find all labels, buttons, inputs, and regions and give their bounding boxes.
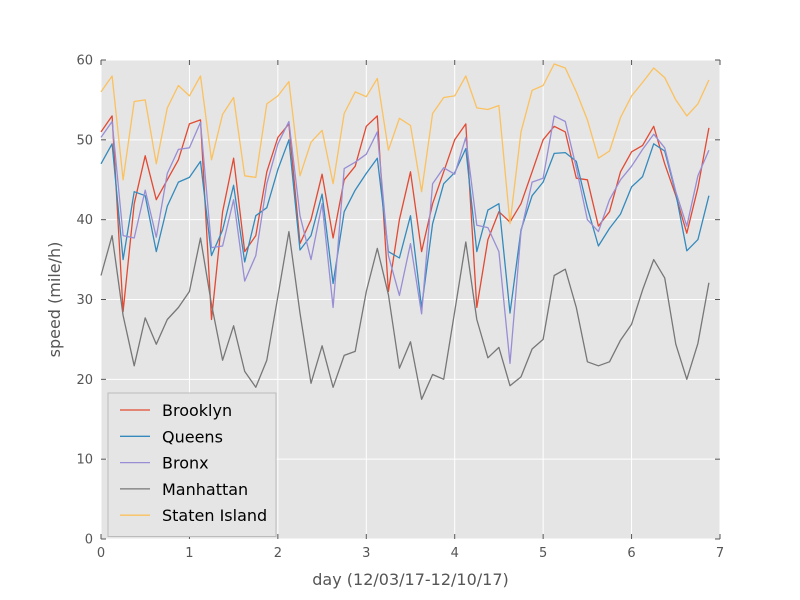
x-tick-label: 1 — [185, 546, 193, 561]
legend-entry: Manhattan — [162, 480, 248, 499]
series-line-manhattan — [100, 230, 710, 400]
x-tick-label: 3 — [362, 546, 370, 561]
series-lines — [100, 63, 710, 400]
x-tick-label: 5 — [539, 546, 547, 561]
y-axis-label: speed (mile/h) — [45, 242, 64, 358]
y-tick-label: 50 — [76, 133, 93, 148]
x-tick-label: 4 — [451, 546, 459, 561]
legend: Brooklyn Queens Bronx Manhattan Staten Islan… — [107, 392, 277, 537]
y-tick-label: 60 — [76, 54, 93, 69]
legend-entry: Queens — [162, 427, 223, 446]
x-tick-label: 2 — [274, 546, 282, 561]
y-tick-label: 20 — [76, 373, 93, 388]
y-tick-label: 10 — [76, 453, 93, 468]
axes: 0 1 2 3 4 5 6 7 0 10 20 30 40 50 60 — [76, 54, 724, 562]
series-line-brooklyn — [100, 115, 710, 321]
y-tick-label: 30 — [76, 293, 93, 308]
y-tick-label: 0 — [85, 533, 93, 548]
y-tick-label: 40 — [76, 213, 93, 228]
legend-entry: Staten Island — [162, 506, 267, 525]
legend-box — [107, 392, 277, 537]
x-tick-label: 6 — [627, 546, 635, 561]
x-tick-label: 7 — [716, 546, 724, 561]
x-tick-label: 0 — [97, 546, 105, 561]
series-line-bronx — [100, 115, 710, 365]
legend-entry: Brooklyn — [162, 401, 232, 420]
series-line-queens — [100, 139, 710, 314]
series-line-staten-island — [100, 63, 710, 225]
legend-entry: Bronx — [162, 454, 209, 473]
x-axis-label: day (12/03/17-12/10/17) — [312, 570, 509, 589]
